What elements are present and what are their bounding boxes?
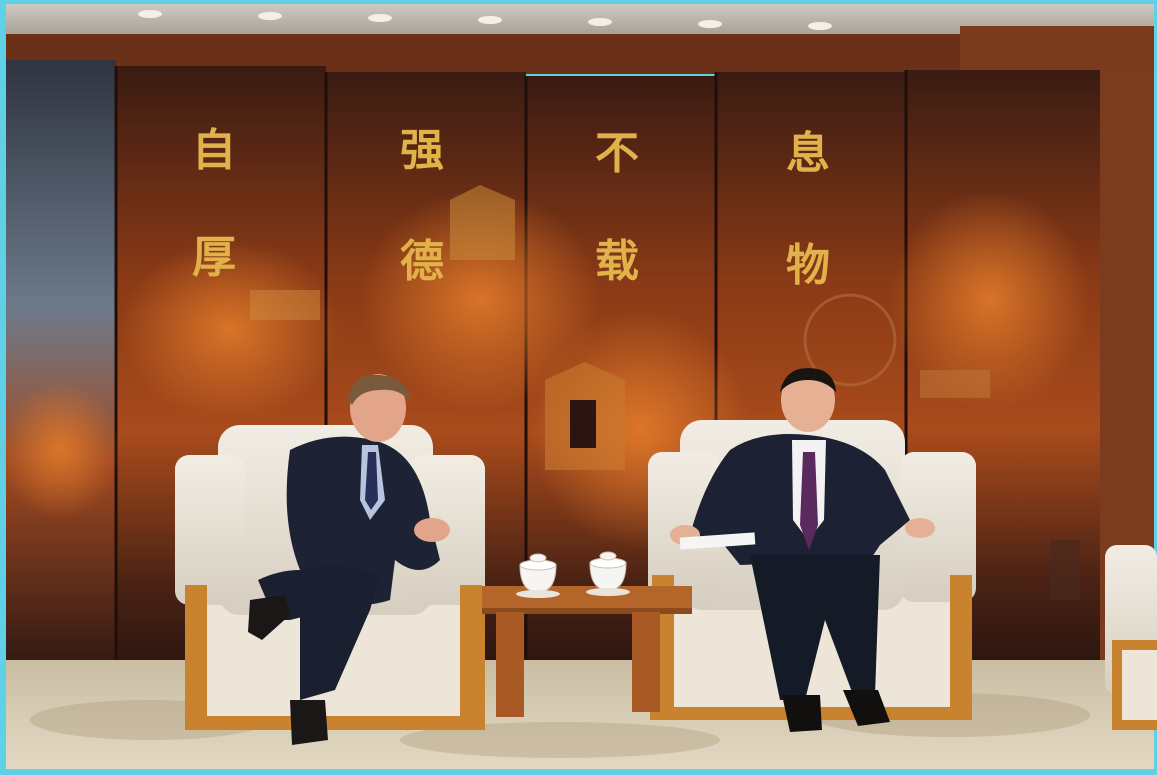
right-man	[670, 368, 935, 732]
teacup-right	[586, 551, 630, 596]
calligraphy-char-8: 物	[786, 240, 830, 291]
edge-armchair	[1105, 545, 1157, 730]
calligraphy-char-5: 厚	[192, 232, 236, 283]
calligraphy-char-1: 自	[192, 125, 236, 176]
screen-calligraphy: 自 强 不 息 厚 德 载 物	[192, 125, 830, 291]
coffee-table	[482, 586, 692, 717]
calligraphy-char-6: 德	[400, 236, 444, 287]
calligraphy-char-2: 强	[400, 125, 444, 176]
calligraphy-char-4: 息	[786, 128, 830, 179]
calligraphy-char-7: 载	[595, 236, 639, 287]
teacup-left	[516, 553, 560, 598]
left-man	[248, 374, 450, 745]
ceiling-lights	[138, 10, 832, 30]
calligraphy-char-3: 不	[595, 128, 639, 179]
